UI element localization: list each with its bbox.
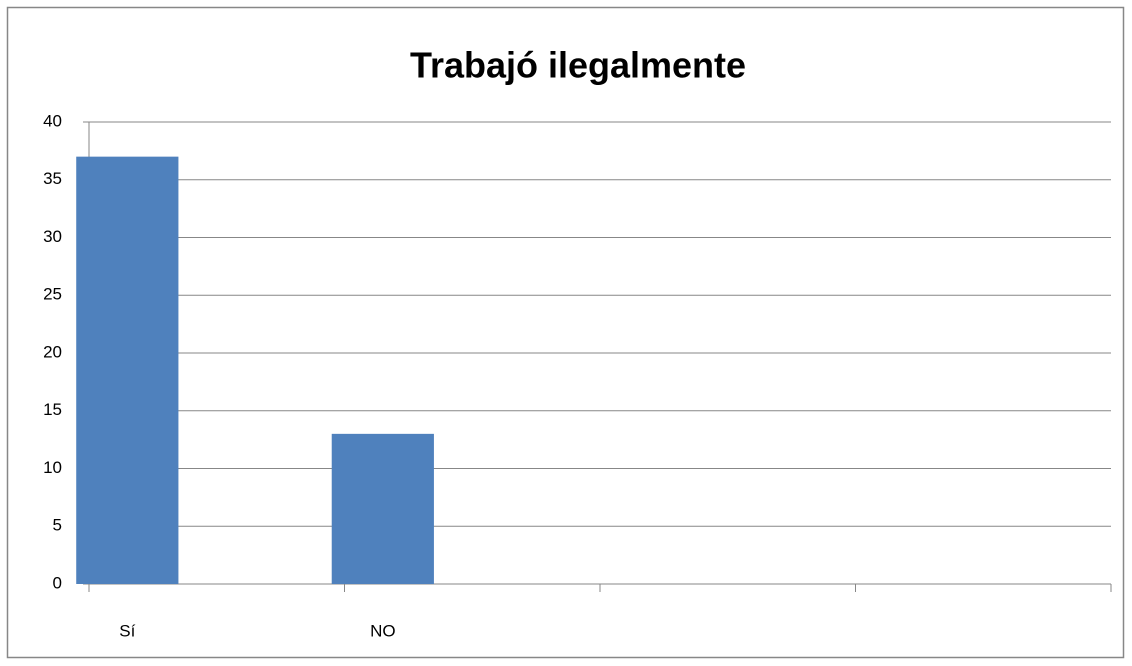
bar	[331, 433, 434, 584]
y-tick-label: 35	[43, 169, 62, 188]
y-tick-label: 0	[53, 573, 62, 592]
y-tick-label: 15	[43, 400, 62, 419]
y-tick-label: 10	[43, 458, 62, 477]
chart-frame	[6, 6, 1125, 659]
x-tick-label: NO	[370, 621, 396, 640]
y-tick-label: 25	[43, 285, 62, 304]
bar	[76, 156, 179, 584]
chart-title: Trabajó ilegalmente	[410, 45, 746, 86]
y-tick-label: 40	[43, 111, 62, 130]
y-tick-label: 5	[53, 516, 62, 535]
x-tick-label: Sí	[119, 621, 135, 640]
y-tick-label: 20	[43, 342, 62, 361]
y-tick-label: 30	[43, 227, 62, 246]
